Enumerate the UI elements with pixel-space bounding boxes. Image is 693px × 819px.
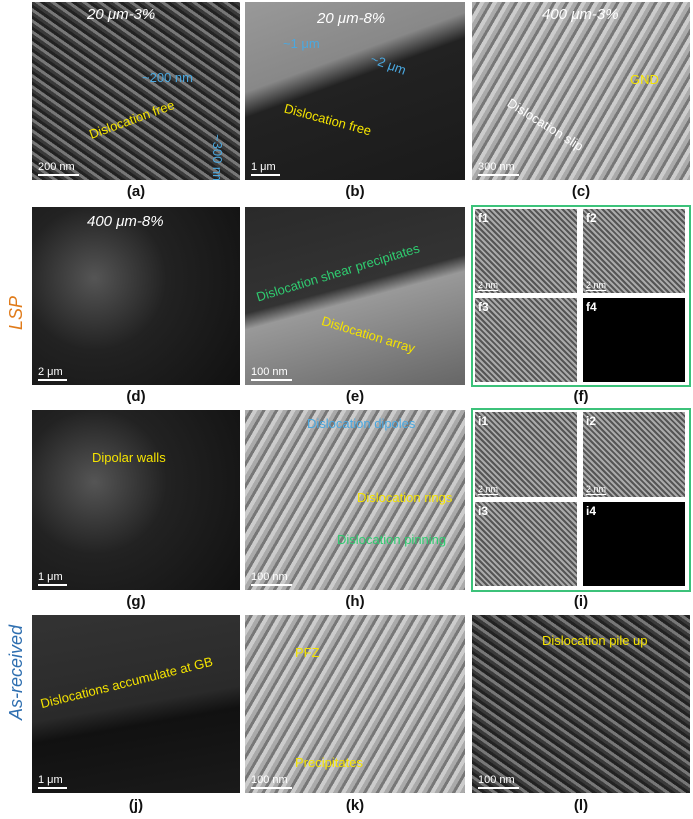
panel-title: 400 μm-8% bbox=[87, 213, 164, 230]
panel-label: (c) bbox=[571, 183, 591, 200]
subpanel-i4: i4 bbox=[583, 502, 685, 586]
annotation: Dislocation shear precipitates bbox=[254, 240, 422, 305]
scale-bar: 2 μm bbox=[38, 366, 67, 381]
panel-label: (h) bbox=[345, 593, 365, 610]
annotation: ~2 μm bbox=[368, 51, 409, 78]
panel-a: 20 μm-3% ~200 nm Dislocation free ~300 n… bbox=[32, 2, 240, 180]
panel-i: i1 2 nm i2 2 nm i3 i4 bbox=[471, 408, 691, 592]
panel-label: (i) bbox=[573, 593, 589, 610]
panel-label: (k) bbox=[345, 797, 365, 814]
annotation: Dislocation dipoles bbox=[307, 416, 416, 431]
panel-label: (a) bbox=[126, 183, 146, 200]
annotation: Dislocation free bbox=[87, 97, 177, 142]
annotation: Dislocation free bbox=[282, 100, 374, 139]
annotation: Dipolar walls bbox=[92, 450, 166, 465]
subpanel-i2: i2 2 nm bbox=[583, 412, 685, 497]
annotation: GND bbox=[630, 72, 659, 87]
annotation: ~300 nm bbox=[209, 134, 225, 180]
scale-bar: 100 nm bbox=[251, 571, 292, 586]
panel-e: Dislocation shear precipitates Dislocati… bbox=[245, 207, 465, 385]
scale-bar: 1 μm bbox=[38, 571, 67, 586]
panel-label: (g) bbox=[126, 593, 146, 610]
scale-bar: 2 nm bbox=[478, 484, 499, 495]
panel-label: (e) bbox=[345, 388, 365, 405]
subpanel-label: f2 bbox=[586, 211, 597, 225]
annotation: Precipitates bbox=[295, 755, 363, 770]
subpanel-i3: i3 bbox=[475, 502, 577, 586]
panel-label: (j) bbox=[128, 797, 144, 814]
subpanel-label: i2 bbox=[586, 414, 597, 428]
subpanel-i1: i1 2 nm bbox=[475, 412, 577, 497]
annotation: Dislocations accumulate at GB bbox=[38, 653, 215, 712]
annotation: Dislocation slip bbox=[504, 95, 587, 154]
panel-d: 400 μm-8% 2 μm bbox=[32, 207, 240, 385]
scale-bar: 1 μm bbox=[251, 161, 280, 176]
annotation: Dislocation rings bbox=[357, 490, 453, 505]
subpanel-label: i3 bbox=[478, 504, 489, 518]
panel-label: (b) bbox=[345, 183, 365, 200]
panel-k: PFZ Precipitates 100 nm bbox=[245, 615, 465, 793]
scale-bar: 200 nm bbox=[38, 161, 79, 176]
scale-bar: 2 nm bbox=[586, 484, 607, 495]
annotation: Dislocation pinning bbox=[337, 532, 447, 547]
subpanel-label: f1 bbox=[478, 211, 489, 225]
panel-label: (f) bbox=[573, 388, 589, 405]
subpanel-label: f3 bbox=[478, 300, 489, 314]
as-received-label: As-received bbox=[6, 624, 26, 720]
panel-label: (d) bbox=[126, 388, 146, 405]
subpanel-f4: f4 bbox=[583, 298, 685, 382]
subpanel-f3: f3 bbox=[475, 298, 577, 382]
panel-f: f1 2 nm f2 2 nm f3 f4 bbox=[471, 205, 691, 387]
panel-title: 20 μm-3% bbox=[87, 6, 156, 23]
annotation: ~1 μm bbox=[283, 36, 320, 51]
panel-title: 400 μm-3% bbox=[542, 6, 619, 23]
annotation: Dislocation pile up bbox=[542, 633, 648, 648]
panel-h: Dislocation dipoles Dislocation rings Di… bbox=[245, 410, 465, 590]
panel-g: Dipolar walls 1 μm bbox=[32, 410, 240, 590]
annotation: PFZ bbox=[295, 645, 320, 660]
subpanel-label: i1 bbox=[478, 414, 489, 428]
scale-bar: 1 μm bbox=[38, 774, 67, 789]
panel-b: 20 μm-8% ~1 μm ~2 μm Dislocation free 1 … bbox=[245, 2, 465, 180]
subpanel-f2: f2 2 nm bbox=[583, 209, 685, 293]
scale-bar: 2 nm bbox=[478, 280, 499, 291]
panel-title: 20 μm-8% bbox=[317, 10, 386, 27]
subpanel-label: f4 bbox=[586, 300, 597, 314]
scale-bar: 100 nm bbox=[478, 774, 519, 789]
annotation: Dislocation array bbox=[319, 313, 417, 356]
panel-l: Dislocation pile up 100 nm bbox=[472, 615, 690, 793]
subpanel-label: i4 bbox=[586, 504, 597, 518]
subpanel-f1: f1 2 nm bbox=[475, 209, 577, 293]
annotation: ~200 nm bbox=[142, 70, 193, 85]
scale-bar: 2 nm bbox=[586, 280, 607, 291]
panel-label: (l) bbox=[573, 797, 589, 814]
scale-bar: 100 nm bbox=[251, 366, 292, 381]
panel-j: Dislocations accumulate at GB 1 μm bbox=[32, 615, 240, 793]
scale-bar: 100 nm bbox=[251, 774, 292, 789]
panel-c: 400 μm-3% GND Dislocation slip 300 nm bbox=[472, 2, 690, 180]
scale-bar: 300 nm bbox=[478, 161, 519, 176]
lsp-label: LSP bbox=[6, 295, 26, 330]
